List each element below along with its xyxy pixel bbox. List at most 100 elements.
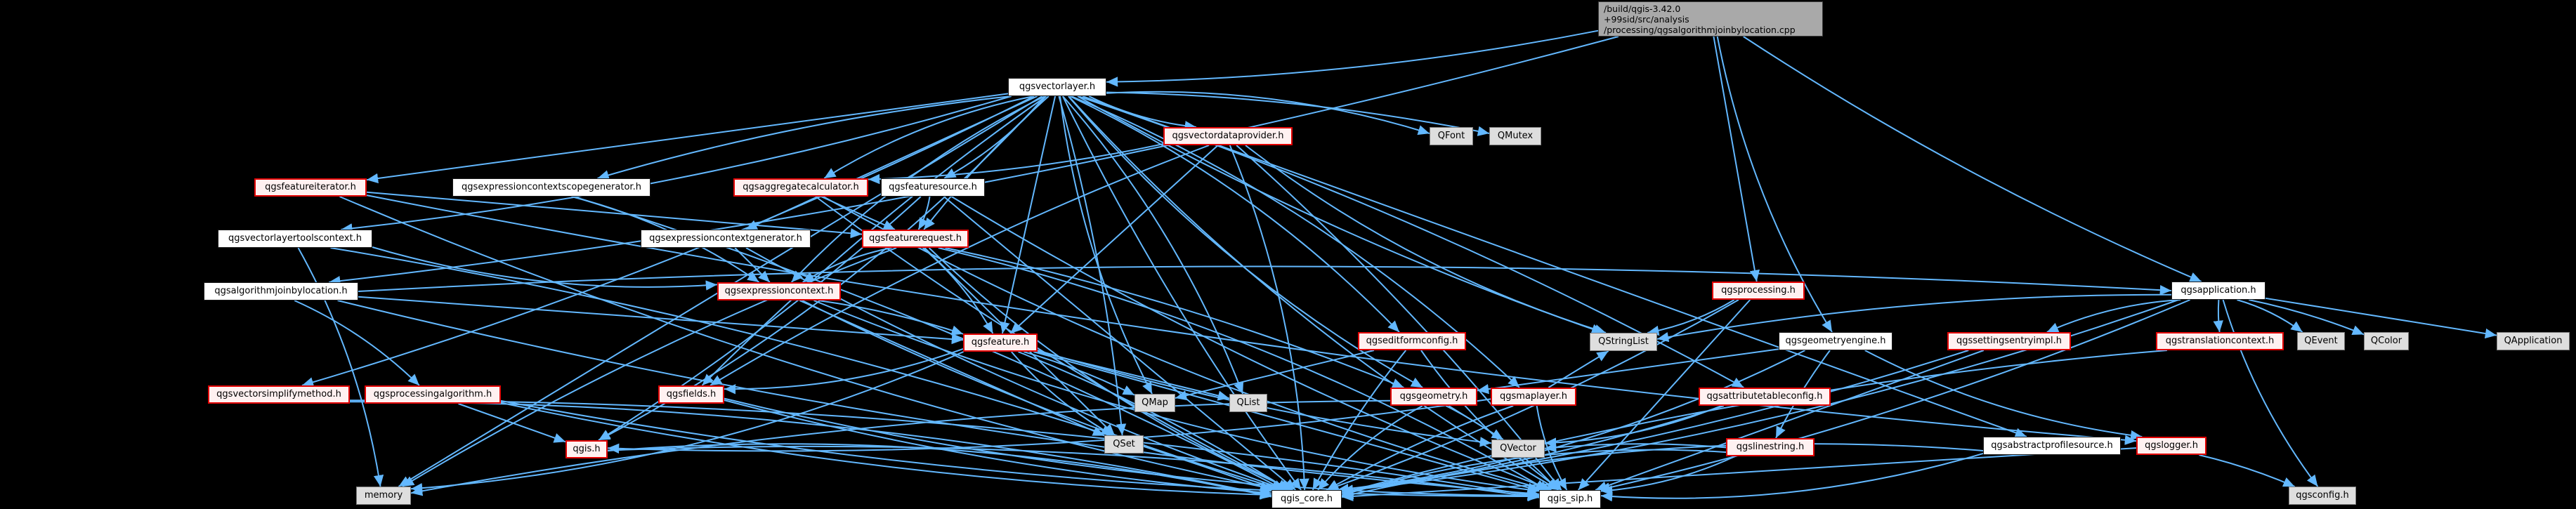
node-vectorlayer[interactable]: qgsvectorlayer.h — [1008, 78, 1106, 96]
include-edge-feature-memory — [410, 351, 965, 494]
node-attributetableconfig[interactable]: qgsattributetableconfig.h — [1699, 388, 1831, 406]
node-logger[interactable]: qgslogger.h — [2136, 437, 2206, 455]
include-edge-vectordataprovider-qgis_core — [1229, 145, 1309, 491]
include-edge-featurerequest-feature — [922, 247, 994, 334]
include-edge-algjoinbyloc-application — [358, 265, 2172, 296]
include-edge-abstractprofilesource-qgis_core — [1341, 443, 1984, 499]
include-edge-vectorlayer-qmutex — [1106, 91, 1490, 136]
node-fields[interactable]: qgsfields.h — [658, 385, 724, 404]
include-edge-vlayertoolscontext-expressioncontext — [372, 246, 718, 291]
include-edge-processing-qstringlist — [1647, 299, 1735, 336]
node-expressioncontext[interactable]: qgsexpressioncontext.h — [717, 282, 841, 300]
include-edge-vectorlayer-qlist — [1062, 95, 1244, 395]
include-edge-application-qcolor — [2248, 299, 2365, 336]
include-edge-featurerequest-memory — [402, 247, 897, 487]
include-edge-vectorlayer-aggregatecalc — [823, 95, 1034, 179]
include-edge-root-geometryengine — [1716, 36, 1833, 333]
include-edge-vectorlayer-qmap — [1059, 95, 1153, 395]
node-contextscopegen[interactable]: qgsexpressioncontextscopegenerator.h — [452, 178, 650, 197]
include-edge-root-vectorlayer — [1106, 29, 1599, 87]
include-edge-feature-qmap — [1024, 351, 1135, 396]
node-settingsentryimpl[interactable]: qgssettingsentryimpl.h — [1947, 332, 2071, 350]
node-featureiterator[interactable]: qgsfeatureiterator.h — [254, 178, 367, 197]
include-edge-editformconfig-qgis_sip — [1420, 350, 1562, 491]
root-node-label: /build/qgis-3.42.0 +99sid/src/analysis /… — [1604, 3, 1796, 35]
node-geometryengine[interactable]: qgsgeometryengine.h — [1779, 332, 1892, 350]
include-edge-vectorlayer-vectorsimplify — [301, 95, 1035, 388]
node-qevent: QEvent — [2297, 332, 2345, 350]
include-edge-maplayer-qgish — [607, 398, 1491, 454]
node-qmap: QMap — [1135, 394, 1175, 412]
node-qgis_core[interactable]: qgis_core.h — [1271, 490, 1342, 508]
node-processingalgorithm[interactable]: qgsprocessingalgorithm.h — [365, 385, 501, 404]
node-abstractprofilesource[interactable]: qgsabstractprofilesource.h — [1983, 437, 2121, 455]
include-edge-application-translationcontext — [2213, 299, 2223, 333]
include-edge-feature-qgis_core — [1018, 351, 1290, 491]
include-edge-linestring-qvector — [1544, 442, 1727, 453]
node-vectorsimplify[interactable]: qgsvectorsimplifymethod.h — [208, 385, 350, 404]
include-edge-application-qgis_sip — [1598, 299, 2190, 493]
node-processing[interactable]: qgsprocessing.h — [1712, 282, 1805, 300]
include-edge-expressioncontext-qgis_sip — [813, 300, 1540, 495]
include-edge-featurerequest-qgis_sip — [938, 247, 1548, 491]
include-edge-featureiterator-logger — [366, 194, 2137, 445]
include-edge-vectorlayer-qgis_sip — [1068, 95, 1560, 491]
include-edge-featuresource-qgis_sip — [951, 196, 1552, 491]
include-edge-vectorlayer-feature — [1000, 95, 1057, 334]
node-maplayer[interactable]: qgsmaplayer.h — [1491, 388, 1576, 406]
include-edge-algjoinbyloc-processingalgorithm — [294, 300, 420, 386]
include-edge-featurerequest-expressioncontext — [802, 247, 892, 283]
include-edge-fields-qgis_sip — [724, 397, 1540, 501]
node-qgis_sip[interactable]: qgis_sip.h — [1539, 490, 1601, 508]
include-edge-processingalgorithm-qgis_core — [500, 402, 1272, 500]
include-edge-featureiterator-featurerequest — [366, 191, 863, 239]
include-edge-vectordataprovider-feature — [1009, 145, 1219, 334]
include-edge-vectordataprovider-qgis_sip — [1236, 145, 1562, 491]
node-featurerequest[interactable]: qgsfeaturerequest.h — [862, 230, 969, 248]
include-edge-maplayer-qgis_core — [1326, 405, 1514, 491]
include-edge-qgish-qgis_sip — [607, 445, 1540, 501]
include-edge-vectorlayer-qset — [1058, 95, 1127, 436]
node-aggregatecalc[interactable]: qgsaggregatecalculator.h — [733, 178, 868, 197]
include-edge-aggregatecalc-qgis_sip — [823, 196, 1548, 492]
include-edge-logger-qgis_core — [1341, 447, 2137, 502]
node-feature[interactable]: qgsfeature.h — [963, 333, 1038, 352]
include-edge-geometryengine-logger — [1864, 350, 2143, 441]
node-vectordataprovider[interactable]: qgsvectordataprovider.h — [1163, 127, 1293, 145]
include-edge-qgish-qgis_core — [607, 443, 1272, 500]
include-edge-linestring-qgis_sip — [1600, 456, 1736, 496]
include-edge-featuresource-featurerequest — [917, 196, 931, 230]
include-edge-vectorlayer-vlayertoolscontext — [341, 95, 1012, 234]
node-algjoinbyloc[interactable]: qgsalgorithmjoinbylocation.h — [204, 282, 358, 300]
include-edge-featurerequest-geometry — [945, 247, 1404, 388]
include-edge-vectorlayer-qgis_core — [1062, 95, 1302, 491]
include-edge-vlayertoolscontext-memory — [297, 247, 384, 487]
node-qset: QSet — [1104, 435, 1144, 454]
node-vlayertoolscontext[interactable]: qgsvectorlayertoolscontext.h — [218, 230, 372, 248]
node-contextgen[interactable]: qgsexpressioncontextgenerator.h — [641, 230, 811, 248]
include-edge-vectorlayer-qfont — [1106, 91, 1430, 135]
include-edge-abstractprofilesource-qgis_sip — [1600, 452, 1984, 502]
include-edge-processing-qgis_sip — [1577, 299, 1751, 491]
node-editformconfig[interactable]: qgseditformconfig.h — [1358, 332, 1466, 350]
node-translationcontext[interactable]: qgstranslationcontext.h — [2156, 332, 2284, 350]
include-edge-vectordataprovider-aggregatecalc — [868, 143, 1164, 185]
node-linestring[interactable]: qgslinestring.h — [1726, 438, 1815, 456]
include-edge-feature-fields — [724, 348, 964, 395]
node-qgish[interactable]: qgis.h — [565, 440, 608, 458]
node-geometry[interactable]: qgsgeometry.h — [1390, 388, 1477, 406]
include-edge-maplayer-qstringlist — [1548, 350, 1609, 388]
include-edge-logger-qgsconfig — [2199, 454, 2295, 487]
include-edge-vectorlayer-featureiterator — [366, 93, 1009, 184]
include-edge-vectorlayer-contextscopegen — [597, 95, 1012, 180]
include-edge-application-qgsconfig — [2222, 299, 2319, 487]
node-application[interactable]: qgsapplication.h — [2171, 282, 2266, 300]
node-qvector: QVector — [1491, 439, 1545, 458]
node-qlist: QList — [1229, 394, 1267, 412]
include-edge-vectorsimplify-qgis_sip — [349, 399, 1540, 500]
include-edge-vectordataprovider-qstringlist — [1245, 145, 1607, 335]
node-featuresource[interactable]: qgsfeaturesource.h — [881, 178, 985, 197]
node-qapplication: QApplication — [2497, 332, 2570, 350]
root-node-root: /build/qgis-3.42.0 +99sid/src/analysis /… — [1598, 1, 1823, 37]
include-edge-vectordataprovider-fields — [710, 145, 1210, 386]
